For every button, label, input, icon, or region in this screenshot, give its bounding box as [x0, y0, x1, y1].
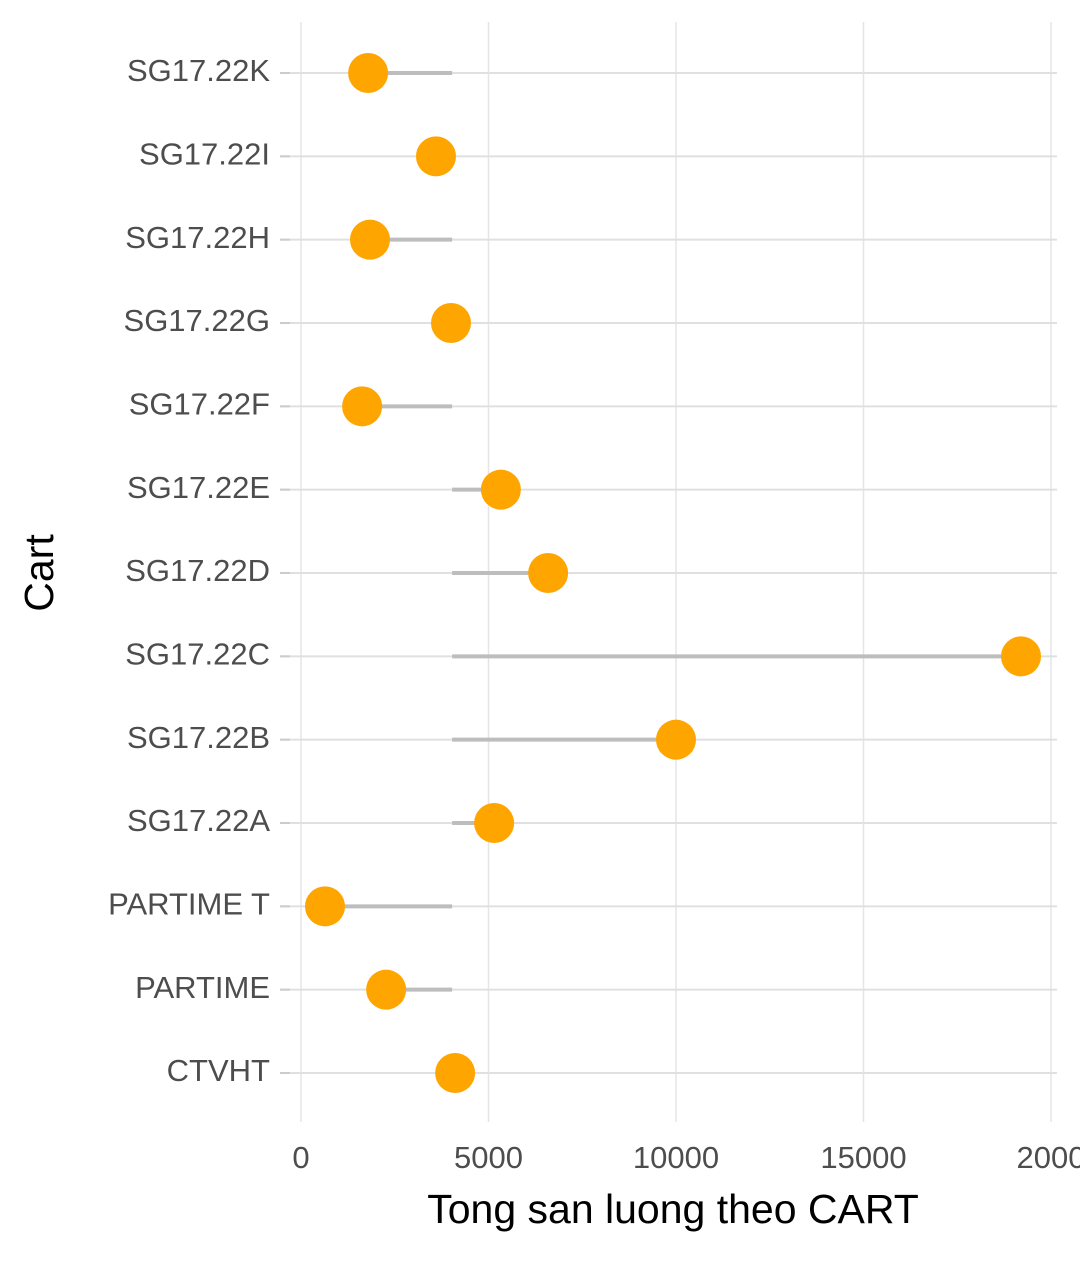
y-tick-label: SG17.22G [124, 303, 270, 338]
y-tick-label: SG17.22B [127, 720, 270, 755]
lollipop-dot [431, 303, 471, 343]
y-tick-label: SG17.22H [125, 220, 270, 255]
lollipop-dot [480, 469, 521, 510]
y-axis-title: Cart [16, 534, 62, 612]
x-tick-label: 5000 [454, 1140, 523, 1175]
lollipop-dot [528, 553, 569, 593]
y-tick-label: SG17.22I [139, 137, 270, 172]
lollipop-dot [342, 386, 383, 427]
y-tick-label: SG17.22A [127, 803, 270, 838]
lollipop-dot [656, 719, 696, 760]
y-tick-label: PARTIME T [108, 887, 270, 922]
y-tick-label: SG17.22K [127, 53, 270, 88]
y-tick-label: SG17.22F [129, 387, 270, 422]
y-tick-label: SG17.22E [127, 470, 270, 505]
lollipop-dot [416, 136, 456, 177]
lollipop-dot [348, 53, 389, 93]
y-tick-label: CTVHT [167, 1053, 270, 1088]
lollipop-dot [435, 1053, 476, 1093]
lollipop-dot [366, 969, 407, 1010]
x-tick-label: 0 [292, 1140, 309, 1175]
y-tick-label: PARTIME [135, 970, 270, 1005]
y-tick-label: SG17.22C [125, 637, 270, 672]
y-tick-label: SG17.22D [125, 553, 270, 588]
lollipop-dot [1001, 636, 1041, 677]
x-tick-label: 10000 [633, 1140, 719, 1175]
lollipop-dot [350, 219, 390, 260]
lollipop-dot [474, 803, 515, 843]
lollipop-dot [305, 886, 345, 927]
x-tick-label: 15000 [820, 1140, 906, 1175]
x-tick-label: 2000 [1017, 1140, 1080, 1175]
x-axis-title: Tong san luong theo CART [427, 1186, 919, 1232]
